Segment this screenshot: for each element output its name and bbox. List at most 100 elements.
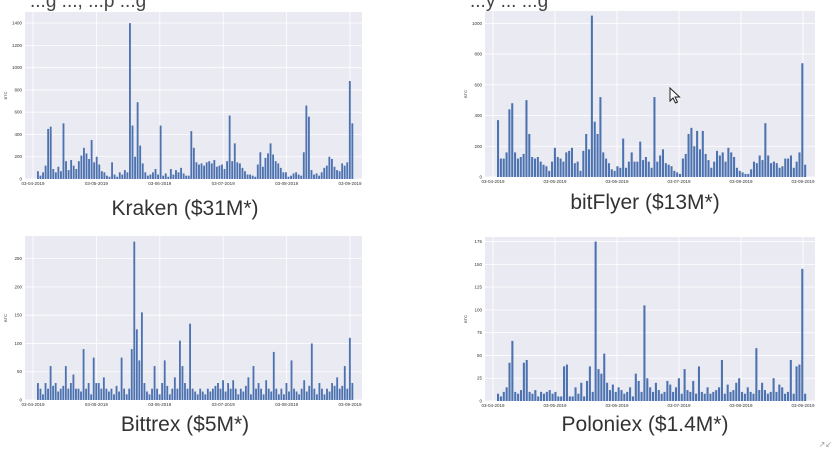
poloniex-bar (669, 384, 672, 401)
poloniex-xtick-label: 03-08-2019 (729, 403, 753, 408)
kraken-bar (149, 174, 152, 179)
bittrex-bar (113, 394, 115, 400)
bitflyer-bar (741, 172, 744, 177)
bitflyer-bar (784, 158, 787, 177)
kraken-bar (284, 172, 287, 179)
kraken-bar (302, 152, 305, 179)
poloniex-bar (580, 382, 583, 401)
bittrex-bar (262, 394, 265, 400)
kraken-xtick-label: 03-08-2019 (275, 181, 299, 186)
bittrex-bar (214, 385, 217, 400)
poloniex-bar (683, 369, 686, 401)
poloniex-xtick-label: 03-05-2019 (543, 403, 567, 408)
poloniex-bar (804, 393, 807, 401)
bittrex-ytick-label: 200 (14, 284, 22, 289)
bitflyer-bar (653, 97, 656, 177)
poloniex-xtick-label: 03-07-2019 (667, 403, 691, 408)
bitflyer-bar (531, 157, 534, 177)
kraken-bar (108, 176, 111, 179)
bittrex-bar (166, 385, 169, 400)
kraken-ytick-label: 1400 (12, 21, 23, 26)
kraken-bar (215, 166, 218, 179)
kraken-bar (313, 174, 315, 179)
bitflyer-bar (764, 123, 767, 177)
kraken-bar (336, 170, 338, 179)
bittrex-bar (181, 366, 184, 400)
bitflyer-bar (582, 150, 585, 177)
mouse-pointer-icon (669, 87, 681, 104)
bitflyer-bar (642, 160, 645, 177)
kraken-bar (205, 162, 208, 179)
bitflyer-bar (667, 164, 670, 177)
poloniex-bar (577, 393, 580, 401)
bitflyer-chart: 0 200 400 600 800 1000 03-04-2019 03-05-2019 03-… (440, 0, 838, 228)
poloniex-bar (786, 391, 789, 401)
bitflyer-ytick-label: 800 (474, 52, 482, 57)
kraken-bar (210, 163, 213, 179)
bittrex-bar (232, 380, 235, 400)
bittrex-bar (206, 388, 209, 400)
bittrex-bar (125, 394, 128, 400)
kraken-bar (208, 161, 211, 179)
bitflyer-bar (505, 152, 508, 177)
bittrex-ytick-label: 50 (17, 369, 23, 374)
kraken-bar (54, 172, 57, 179)
bitflyer-xtick-label: 03-06-2019 (605, 179, 629, 184)
kraken-bar (307, 116, 310, 179)
kraken-bar (95, 156, 98, 179)
kraken-chart: 0 200 400 600 800 1000 1200 1400 03-04-2019 03-05… (0, 0, 370, 228)
poloniex-bar (738, 378, 741, 401)
poloniex-bar (703, 393, 706, 401)
kraken-bar (154, 168, 157, 179)
bitflyer-bar (670, 166, 673, 177)
poloniex-bar (769, 391, 772, 401)
bittrex-bar (328, 391, 331, 400)
poloniex-bar (626, 391, 629, 401)
poloniex-bar (778, 384, 781, 401)
poloniex-bar (695, 393, 698, 401)
bitflyer-plot-area (485, 11, 815, 177)
kraken-bar (343, 165, 346, 179)
poloniex-bar (511, 340, 514, 401)
kraken-bar (310, 170, 313, 179)
kraken-bar (192, 147, 195, 179)
kraken-bar (325, 165, 328, 179)
bitflyer-bar (724, 161, 727, 177)
bitflyer-bar (755, 163, 758, 177)
kraken-bar (93, 162, 96, 179)
kraken-bar (221, 164, 223, 179)
kraken-bar (126, 172, 129, 179)
top-text-fragment: ...g ..., ...p ...g ...y ... ...g (0, 0, 838, 11)
bitflyer-bar (565, 152, 568, 177)
bitflyer-bar (644, 157, 647, 177)
bitflyer-ytick-label: 200 (474, 144, 482, 149)
poloniex-bar (640, 391, 643, 401)
bitflyer-bar (599, 97, 602, 177)
poloniex-bar (585, 380, 589, 401)
poloniex-bar (677, 378, 680, 401)
bittrex-bar (298, 394, 301, 400)
bittrex-bar (118, 391, 120, 400)
bitflyer-ytick-label: 600 (474, 82, 482, 87)
bittrex-bar (196, 394, 199, 400)
poloniex-bar (766, 393, 769, 401)
bittrex-bar (229, 388, 232, 400)
kraken-bar (305, 105, 308, 179)
kraken-bar (39, 175, 42, 179)
poloniex-bar (740, 391, 744, 401)
bittrex-bar (219, 388, 222, 400)
poloniex-bar (542, 393, 545, 401)
kraken-bar (218, 165, 221, 179)
bitflyer-caption: bitFlyer ($13M*) (570, 191, 720, 214)
poloniex-bar (795, 366, 798, 401)
bittrex-bar (351, 383, 354, 400)
bittrex-bar (173, 377, 176, 400)
poloniex-xtick-label: 03-06-2019 (605, 403, 629, 408)
kraken-bar (341, 163, 344, 179)
bittrex-bar (341, 385, 344, 400)
bitflyer-bar (605, 158, 608, 177)
kraken-bar (348, 81, 351, 179)
kraken-bar (72, 165, 75, 179)
kraken-bar (228, 115, 231, 179)
bittrex-bar (82, 349, 85, 400)
